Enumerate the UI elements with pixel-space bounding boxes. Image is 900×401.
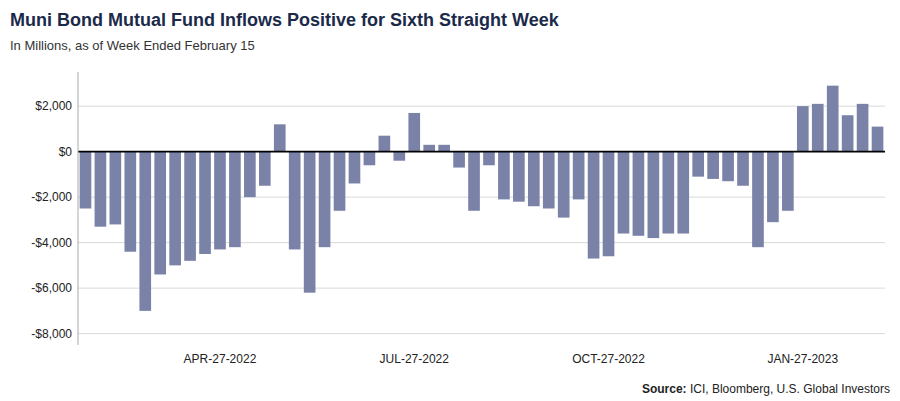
bar — [199, 152, 211, 254]
bar — [304, 152, 316, 293]
bar — [438, 145, 450, 152]
bar — [677, 152, 689, 234]
bar — [95, 152, 107, 227]
bar — [707, 152, 719, 179]
bar — [662, 152, 674, 234]
bar — [483, 152, 495, 166]
bar — [722, 152, 734, 182]
grid — [78, 106, 885, 334]
bar — [349, 152, 361, 184]
bar — [618, 152, 630, 234]
zero-line — [78, 151, 885, 153]
bar — [558, 152, 570, 218]
bar — [543, 152, 555, 209]
bar — [692, 152, 704, 177]
bar — [528, 152, 540, 207]
bar — [214, 152, 226, 250]
bar — [334, 152, 346, 211]
bar — [244, 152, 256, 198]
bar — [274, 124, 286, 151]
bar — [80, 152, 92, 209]
bar — [364, 152, 376, 166]
bar — [184, 152, 196, 261]
bar — [468, 152, 480, 211]
bar — [513, 152, 525, 202]
bar — [289, 152, 301, 250]
bar — [408, 113, 420, 152]
x-tick-label: JAN-27-2023 — [767, 352, 838, 366]
subtitle: In Millions, as of Week Ended February 1… — [10, 38, 255, 53]
bar — [423, 145, 435, 152]
y-tick-label: -$2,000 — [31, 190, 72, 204]
y-axis-line — [78, 72, 79, 345]
bar — [633, 152, 645, 236]
bar — [797, 106, 809, 152]
y-tick-label: -$6,000 — [31, 281, 72, 295]
grid-line — [78, 197, 885, 198]
source: Source: ICI, Bloomberg, U.S. Global Inve… — [642, 382, 890, 396]
title: Muni Bond Mutual Fund Inflows Positive f… — [10, 10, 560, 30]
y-tick-label: -$8,000 — [31, 327, 72, 341]
bar — [752, 152, 764, 248]
bar — [573, 152, 585, 200]
bar — [319, 152, 331, 248]
grid-line — [78, 151, 885, 152]
bar — [737, 152, 749, 186]
bar — [827, 86, 839, 152]
bar — [259, 152, 271, 186]
bar — [782, 152, 794, 211]
bar — [229, 152, 241, 248]
bar — [767, 152, 779, 223]
bar — [872, 127, 884, 152]
x-tick-label: APR-27-2022 — [184, 352, 257, 366]
grid-line — [78, 242, 885, 243]
bar — [393, 152, 405, 161]
grid-line — [78, 288, 885, 289]
chart: Muni Bond Mutual Fund Inflows Positive f… — [0, 0, 900, 401]
x-tick-label: JUL-27-2022 — [380, 352, 450, 366]
source-label: Source: — [642, 382, 687, 396]
grid-line — [78, 333, 885, 334]
bar — [110, 152, 122, 225]
x-tick-label: OCT-27-2022 — [572, 352, 645, 366]
grid-line — [78, 106, 885, 107]
bar — [453, 152, 465, 168]
bar — [139, 152, 151, 311]
bar — [169, 152, 181, 266]
y-tick-label: -$4,000 — [31, 236, 72, 250]
bars — [80, 86, 884, 311]
bar — [857, 104, 869, 152]
source-text: ICI, Bloomberg, U.S. Global Investors — [687, 382, 890, 396]
bar — [648, 152, 660, 238]
bar — [842, 115, 854, 151]
y-tick-label: $0 — [59, 145, 73, 159]
bar — [154, 152, 166, 275]
bar — [812, 104, 824, 152]
y-tick-label: $2,000 — [35, 99, 72, 113]
bar — [498, 152, 510, 200]
bar — [379, 136, 391, 152]
bar — [588, 152, 600, 259]
bar — [124, 152, 136, 252]
bar — [603, 152, 615, 257]
